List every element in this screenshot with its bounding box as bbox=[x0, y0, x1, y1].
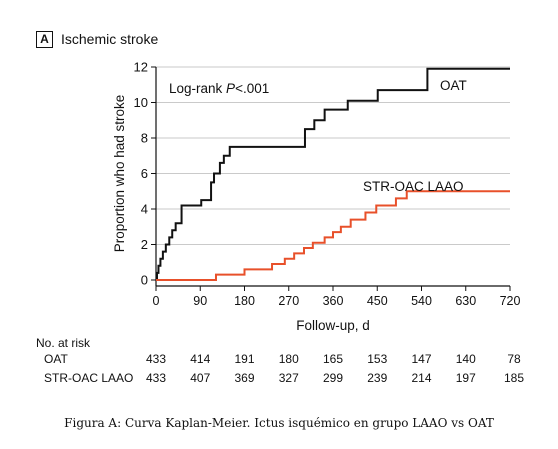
x-tick-label: 270 bbox=[278, 294, 299, 308]
log-rank-annotation: Log-rank P<.001 bbox=[169, 81, 269, 96]
risk-cell: 180 bbox=[278, 352, 299, 366]
y-tick-label: 6 bbox=[141, 166, 148, 181]
y-tick-label: 4 bbox=[141, 202, 148, 217]
risk-cell: 140 bbox=[455, 352, 476, 366]
series-label: STR-OAC LAAO bbox=[363, 179, 464, 194]
risk-cell: 153 bbox=[367, 352, 388, 366]
panel-letter: A bbox=[36, 30, 53, 48]
risk-cell: 299 bbox=[322, 371, 344, 385]
x-tick-label: 540 bbox=[411, 294, 432, 308]
x-tick-label: 360 bbox=[323, 294, 344, 308]
axes: 0 2 4 6 8 10 12 0 90 180 270 360 450 540 630 720 bbox=[134, 60, 521, 309]
risk-cell: 165 bbox=[322, 352, 344, 366]
y-tick-label: 10 bbox=[134, 95, 148, 110]
x-tick-label: 630 bbox=[455, 294, 476, 308]
risk-cell: 327 bbox=[278, 371, 299, 385]
risk-cell: 214 bbox=[411, 371, 432, 385]
y-axis-label: Proportion who had stroke bbox=[112, 95, 127, 253]
x-tick-label: 0 bbox=[153, 294, 160, 308]
risk-cell: 407 bbox=[190, 371, 211, 385]
risk-cell: 369 bbox=[234, 371, 255, 385]
risk-cell: 414 bbox=[190, 352, 211, 366]
risk-cell: 191 bbox=[234, 352, 255, 366]
risk-cell: 433 bbox=[145, 371, 167, 385]
chart-labels: Follow-up, d Proportion who had stroke Log… bbox=[112, 78, 467, 333]
risk-row-label: STR-OAC LAAO bbox=[44, 371, 134, 385]
y-tick-label: 2 bbox=[141, 237, 148, 252]
x-axis-label: Follow-up, d bbox=[296, 318, 370, 333]
risk-cell: 185 bbox=[503, 371, 525, 385]
panel-header: A Ischemic stroke bbox=[36, 29, 158, 49]
y-tick-label: 0 bbox=[141, 273, 148, 288]
risk-cell: 433 bbox=[145, 352, 167, 366]
risk-cell: 239 bbox=[367, 371, 388, 385]
risk-cell: 197 bbox=[455, 371, 476, 385]
x-tick-label: 450 bbox=[367, 294, 388, 308]
series-line-oat bbox=[155, 67, 510, 281]
risk-cell: 147 bbox=[411, 352, 432, 366]
series-lines bbox=[155, 67, 510, 281]
kaplan-meier-chart: 0 2 4 6 8 10 12 0 90 180 270 360 450 540 630 720 Follow… bbox=[112, 60, 521, 334]
panel-title: Ischemic stroke bbox=[61, 31, 159, 47]
x-tick-label: 720 bbox=[500, 294, 521, 308]
series-label: OAT bbox=[440, 78, 467, 93]
risk-row-label: OAT bbox=[44, 352, 68, 366]
risk-cell: 78 bbox=[507, 352, 521, 366]
x-tick-label: 180 bbox=[234, 294, 255, 308]
x-tick-label: 90 bbox=[193, 294, 207, 308]
y-tick-label: 12 bbox=[134, 60, 148, 75]
series-line-str-oac-laao bbox=[156, 190, 510, 281]
figure-caption: Figura A: Curva Kaplan-Meier. Ictus isqu… bbox=[64, 416, 494, 430]
y-tick-label: 8 bbox=[141, 131, 148, 146]
